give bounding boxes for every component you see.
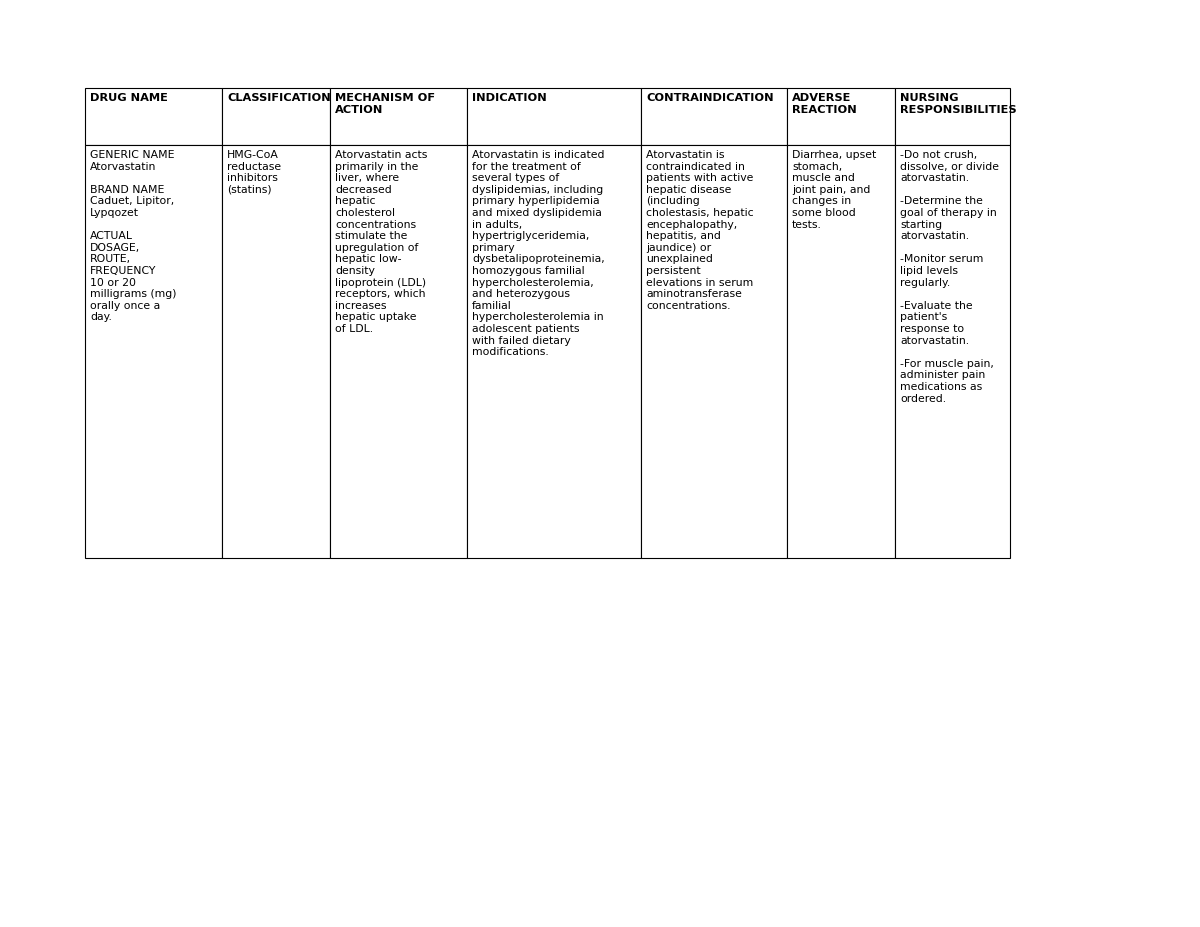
Text: CONTRAINDICATION: CONTRAINDICATION [646,93,774,103]
Text: -Do not crush,
dissolve, or divide
atorvastatin.

-Determine the
goal of therapy: -Do not crush, dissolve, or divide atorv… [900,150,1000,403]
Text: ADVERSE
REACTION: ADVERSE REACTION [792,93,857,115]
Text: MECHANISM OF
ACTION: MECHANISM OF ACTION [335,93,436,115]
Text: Diarrhea, upset
stomach,
muscle and
joint pain, and
changes in
some blood
tests.: Diarrhea, upset stomach, muscle and join… [792,150,876,230]
Text: DRUG NAME: DRUG NAME [90,93,168,103]
Text: HMG-CoA
reductase
inhibitors
(statins): HMG-CoA reductase inhibitors (statins) [227,150,281,195]
Text: INDICATION: INDICATION [472,93,547,103]
Text: GENERIC NAME
Atorvastatin

BRAND NAME
Caduet, Lipitor,
Lypqozet

ACTUAL
DOSAGE,
: GENERIC NAME Atorvastatin BRAND NAME Cad… [90,150,176,323]
Text: CLASSIFICATION: CLASSIFICATION [227,93,331,103]
Text: NURSING
RESPONSIBILITIES: NURSING RESPONSIBILITIES [900,93,1016,115]
Text: Atorvastatin acts
primarily in the
liver, where
decreased
hepatic
cholesterol
co: Atorvastatin acts primarily in the liver… [335,150,427,334]
Text: Atorvastatin is indicated
for the treatment of
several types of
dyslipidemias, i: Atorvastatin is indicated for the treatm… [472,150,605,357]
Text: Atorvastatin is
contraindicated in
patients with active
hepatic disease
(includi: Atorvastatin is contraindicated in patie… [646,150,754,311]
